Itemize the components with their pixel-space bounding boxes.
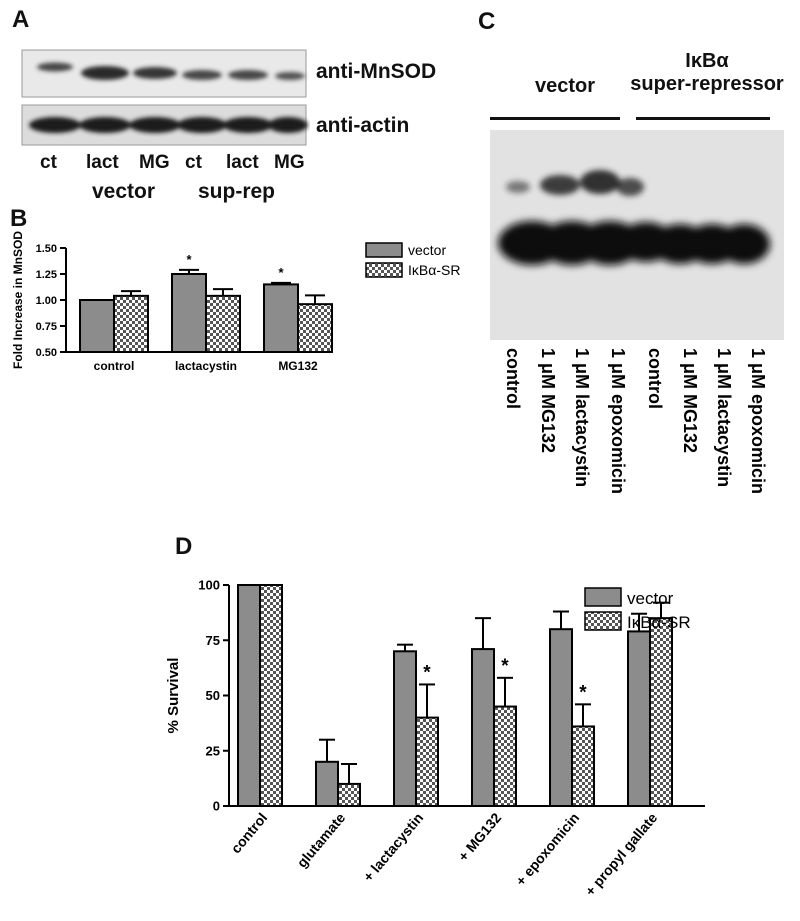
y-tick-label: 0 [213,799,220,814]
category-label: lactacystin [175,359,237,373]
panel-d-letter: D [175,533,193,560]
group-label-ikba-line1: IκBα [685,50,729,72]
category-label: MG132 [278,359,318,373]
group-label-ikba-line2: super-repressor [630,73,784,95]
lane-label-c: control [645,348,665,409]
bar [471,648,495,807]
blot-label-mnsod: anti-MnSOD [316,60,437,83]
legend-label: vector [627,589,674,608]
lane-label: MG [139,152,170,173]
panel-c-lane-labels: control 1 μM MG132 1 μM lactacystin 1 μM ep… [503,348,768,494]
bar [205,294,241,353]
significance-star: * [579,682,587,703]
y-tick-label: 75 [206,633,220,648]
lane-label-c: 1 μM MG132 [680,348,700,453]
chart-b: 0.50 0.75 1.00 1.25 1.50 Fold Increase in MnS… [11,231,460,373]
y-axis-label: % Survival [165,658,182,734]
panel-a-letter: A [12,6,30,33]
y-tick-label: 1.50 [36,243,57,255]
y-tick-label: 0.50 [36,347,57,359]
lane-label: ct [185,152,202,173]
category-label: + MG132 [455,809,505,864]
bar [113,294,149,353]
emsa-gel-image [490,130,784,340]
lane-label-c: 1 μM lactacystin [572,348,592,487]
bar [237,584,261,807]
y-tick-label: 100 [198,578,220,593]
bar [415,716,439,808]
group-label-vector-c: vector [534,75,596,97]
category-label: + lactacystin [360,810,427,885]
group-label-vector: vector [92,180,156,203]
lane-label-c: control [503,348,523,409]
panel-c-letter: C [478,8,496,35]
panel-b-letter: B [10,205,28,232]
legend-swatch [365,262,403,278]
significance-star: * [423,662,431,683]
y-tick-label: 25 [206,743,220,758]
y-tick-label: 0.75 [36,321,57,333]
bar [263,283,299,353]
bar [79,299,115,353]
legend-label: vector [408,242,446,258]
significance-star: * [186,252,192,267]
y-axis-label: Fold Increase in MnSOD [11,231,25,369]
bar [315,760,339,808]
lane-label: lact [86,152,119,173]
lane-label-c: 1 μM lactacystin [714,348,734,487]
category-label: control [228,810,271,857]
bar [627,630,651,807]
significance-star: * [501,656,509,677]
bar [171,273,207,353]
legend-swatch [365,242,403,258]
category-label: + propyl gallate [582,809,661,898]
chart-d: 0 25 50 75 100 % Survival control glutamate * + l… [165,578,705,899]
lane-label: ct [40,152,57,173]
bar [337,782,361,807]
legend-swatch [584,611,622,631]
group-line-vector [490,117,620,120]
bar [493,705,517,807]
group-label-ikba-c: IκBα super-repressor [612,50,800,96]
lane-label-c: 1 μM epoxomicin [748,348,768,494]
lane-label-c: 1 μM epoxomicin [608,348,628,494]
category-label: glutamate [294,809,349,870]
bar [571,725,595,807]
legend-swatch [584,587,622,607]
category-label: control [94,359,135,373]
group-label-sup-rep: sup-rep [198,180,276,203]
blot-label-actin: anti-actin [316,114,410,137]
legend-label: IκBα-SR [408,262,460,278]
bar [297,303,333,354]
y-tick-label: 50 [206,688,220,703]
legend-label: IκBα-SR [627,613,691,632]
y-tick-label: 1.00 [36,295,57,307]
lane-label-c: 1 μM MG132 [538,348,558,453]
bar [259,584,283,807]
lane-label: lact [226,152,259,173]
category-label: + epoxomicin [512,810,582,889]
bar [549,628,573,807]
bar [649,617,673,808]
significance-star: * [278,265,284,280]
y-tick-label: 1.25 [36,269,57,281]
western-blot-image [21,49,308,146]
group-line-ikba [636,117,770,120]
bar [393,650,417,807]
lane-label: MG [274,152,305,173]
